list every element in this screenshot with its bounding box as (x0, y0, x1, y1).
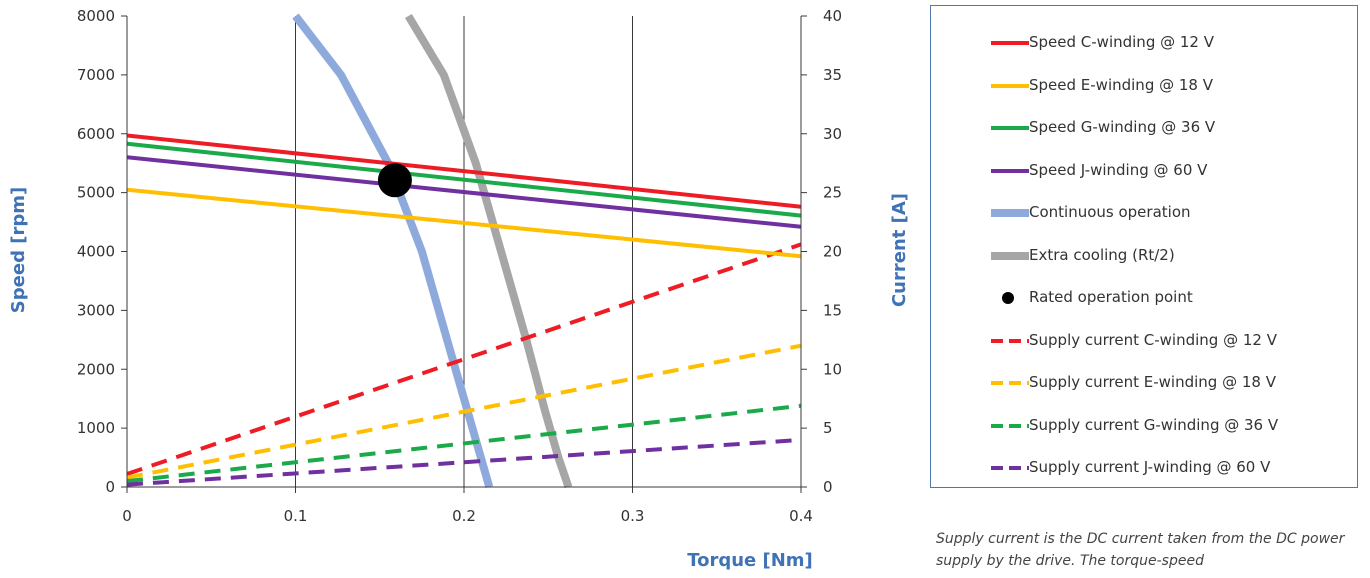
legend-item-supply-current-g-winding-36-v: Supply current G-winding @ 36 V (931, 411, 1351, 441)
series-extra-cooling-rt-2-line (404, 13, 573, 489)
footnote: Supply current is the DC current taken f… (936, 531, 1345, 569)
y2-tick-label: 0 (823, 478, 833, 496)
legend-item-speed-e-winding-18-v: Speed E-winding @ 18 V (931, 71, 1351, 101)
y-tick-label: 3000 (77, 301, 115, 319)
y-tick-label: 4000 (77, 243, 115, 261)
legend-label: Speed C-winding @ 12 V (1029, 33, 1214, 51)
y-tick-label: 6000 (77, 125, 115, 143)
legend-item-rated-operation-point: Rated operation point (931, 283, 1351, 313)
y2-tick-label: 5 (823, 419, 833, 437)
series-speed-c-winding-12-v-line (126, 133, 802, 209)
legend-swatch-supply-current-c-winding-12-v (991, 338, 1029, 343)
legend-swatch-supply-current-g-winding-36-v (991, 423, 1029, 428)
legend-item-speed-j-winding-60-v: Speed J-winding @ 60 V (931, 156, 1351, 186)
legend-item-supply-current-j-winding-60-v: Supply current J-winding @ 60 V (931, 453, 1351, 483)
legend-label: Supply current C-winding @ 12 V (1029, 330, 1277, 349)
legend-item-supply-current-e-winding-18-v: Supply current E-winding @ 18 V (931, 368, 1351, 398)
legend-swatch-supply-current-j-winding-60-v (991, 466, 1029, 470)
series-continuous-operation-line (292, 13, 494, 489)
legend-swatch-supply-current-e-winding-18-v (991, 381, 1029, 385)
y-tick-label: 2000 (77, 360, 115, 378)
series-rated-operation-point-marker (377, 163, 412, 198)
y2-tick-label: 15 (823, 301, 842, 319)
legend-swatch-rated-operation-point (1002, 292, 1014, 304)
legend-swatch-extra-cooling-rt-2 (991, 251, 1029, 260)
legend-item-speed-g-winding-36-v: Speed G-winding @ 36 V (931, 113, 1351, 143)
axes (121, 15, 807, 493)
y2-tick-label: 10 (823, 360, 842, 378)
y2-tick-label: 25 (823, 184, 842, 202)
legend-item-supply-current-c-winding-12-v: Supply current C-winding @ 12 V (931, 326, 1351, 356)
legend-label: Speed E-winding @ 18 V (1029, 75, 1213, 94)
y-tick-label: 0 (105, 478, 115, 496)
x-axis-title: Torque [Nm] (687, 550, 813, 571)
legend-label: Continuous operation (1029, 203, 1191, 221)
series-layer (126, 13, 802, 489)
tick-labels: 0 1000 2000 3000 4000 5000 6000 7000 8000 0 5 10 15 2… (77, 7, 842, 525)
x-tick-label: 0 (122, 507, 132, 525)
y-tick-label: 8000 (77, 7, 115, 25)
legend-label: Extra cooling (Rt/2) (1029, 245, 1175, 264)
legend: Speed C-winding @ 12 V Speed E-winding @ … (930, 5, 1358, 488)
chart: 0 1000 2000 3000 4000 5000 6000 7000 8000 0 5 10 15 2… (8, 7, 910, 571)
legend-swatch-speed-c-winding-12-v (991, 41, 1029, 45)
y-axis-title: Speed [rpm] (8, 187, 29, 313)
y2-axis-title: Current [A] (889, 193, 910, 307)
series-speed-j-winding-60-v-line (126, 155, 802, 229)
series-speed-g-winding-36-v-line (126, 141, 802, 218)
x-tick-label: 0.1 (284, 507, 308, 525)
y-tick-label: 1000 (77, 419, 115, 437)
legend-swatch-continuous-operation (991, 209, 1029, 217)
legend-item-extra-cooling-rt-2: Extra cooling (Rt/2) (931, 241, 1351, 271)
legend-item-speed-c-winding-12-v: Speed C-winding @ 12 V (931, 28, 1351, 58)
legend-label: Supply current J-winding @ 60 V (1029, 458, 1271, 476)
series-supply-current-g-winding-36-v-line (126, 403, 802, 484)
legend-swatch-speed-g-winding-36-v (991, 126, 1029, 130)
legend-label: Supply current E-winding @ 18 V (1029, 373, 1276, 391)
y2-tick-label: 20 (823, 243, 842, 261)
y2-tick-label: 35 (823, 66, 842, 84)
y2-tick-label: 30 (823, 125, 842, 143)
series-speed-e-winding-18-v-line (126, 187, 802, 259)
x-tick-label: 0.4 (789, 507, 813, 525)
legend-label: Speed J-winding @ 60 V (1029, 160, 1208, 179)
legend-item-continuous-operation: Continuous operation (931, 198, 1351, 228)
series-supply-current-e-winding-18-v-line (126, 343, 802, 480)
legend-swatch-speed-j-winding-60-v (991, 168, 1029, 173)
series-supply-current-j-winding-60-v-line (126, 437, 802, 487)
y-tick-label: 7000 (77, 66, 115, 84)
x-tick-label: 0.2 (452, 507, 476, 525)
x-tick-label: 0.3 (621, 507, 645, 525)
series-supply-current-c-winding-12-v-line (126, 242, 802, 476)
legend-label: Supply current G-winding @ 36 V (1029, 415, 1279, 434)
legend-label: Rated operation point (1029, 288, 1193, 306)
y2-tick-label: 40 (823, 7, 842, 25)
y-tick-label: 5000 (77, 184, 115, 202)
legend-swatch-speed-e-winding-18-v (991, 83, 1029, 88)
legend-marker (1002, 292, 1014, 304)
legend-label: Speed G-winding @ 36 V (1029, 118, 1216, 136)
